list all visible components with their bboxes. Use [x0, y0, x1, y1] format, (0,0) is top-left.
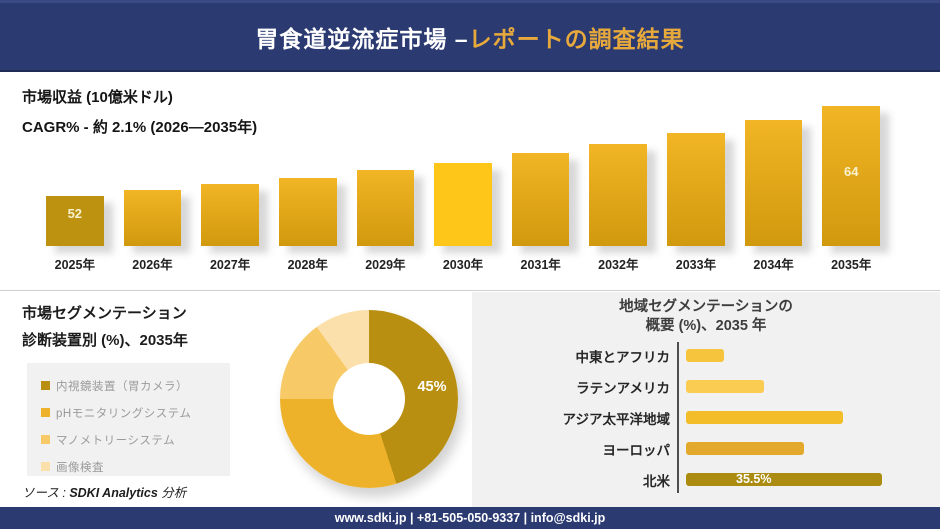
revenue-bar-column: 64 2035年 [822, 106, 881, 272]
regional-bar [686, 442, 804, 455]
revenue-bar [511, 153, 570, 246]
regional-category-label: 北米 [643, 473, 670, 489]
regional-bar: 35.5% [686, 473, 882, 486]
footer-contact: www.sdki.jp | +81-505-050-9337 | info@sd… [334, 511, 606, 525]
regional-title: 地域セグメンテーションの 概要 (%)、2035 年 [472, 298, 940, 336]
revenue-bar: 64 [822, 106, 881, 246]
segmentation-title-line1: 市場セグメンテーション [22, 305, 187, 322]
donut-legend: 内視鏡装置（胃カメラ） pHモニタリングシステム マノメトリーシステム 画像検査 [27, 363, 230, 476]
regional-bar-row: ラテンアメリカ [472, 371, 940, 402]
legend-swatch [41, 462, 50, 471]
x-axis-label: 2033年 [675, 258, 717, 272]
legend-item: pHモニタリングシステム [41, 401, 230, 424]
x-axis-label: 2035年 [831, 258, 872, 272]
bottom-row: 市場セグメンテーション 診断装置別 (%)、2035年 内視鏡装置（胃カメラ） p… [0, 292, 940, 507]
revenue-chart-title: 市場収益 (10億米ドル) [22, 89, 173, 106]
source-suffix: 分析 [161, 486, 187, 500]
revenue-bar-column: 2032年 [589, 144, 648, 272]
segmentation-title-line2: 診断装置別 (%)、2035年 [22, 332, 188, 349]
revenue-chart-section: 市場収益 (10億米ドル) CAGR% - 約 2.1% (2026―2035年… [0, 72, 940, 291]
page-title: 胃食道逆流症市場 –レポートの調査結果 [255, 20, 684, 54]
x-axis-label: 2025年 [54, 258, 95, 272]
revenue-bar-column: 2026年 [123, 190, 182, 272]
revenue-bar [434, 163, 492, 246]
page-title-main: 胃食道逆流症市場 – [255, 25, 469, 52]
header-banner: 胃食道逆流症市場 –レポートの調査結果 [0, 0, 940, 72]
revenue-bar [123, 190, 182, 246]
regional-bar-row: 中東とアフリカ [472, 340, 940, 371]
legend-item: マノメトリーシステム [41, 428, 230, 451]
revenue-bar [201, 184, 259, 246]
legend-swatch [41, 381, 50, 390]
x-axis-label: 2028年 [287, 258, 328, 272]
legend-item: 内視鏡装置（胃カメラ） [41, 374, 230, 397]
revenue-bars: 52 2025年 2026年 2027年 2028年 2029年 2030年 2031年 203… [46, 106, 881, 272]
revenue-bar: 52 [46, 196, 104, 246]
donut-slice-label: 45% [417, 379, 447, 395]
donut-ring: 45% [280, 310, 458, 488]
revenue-bar-column: 2031年 [511, 153, 570, 272]
regional-bars: 中東とアフリカ ラテンアメリカアジア太平洋地域ヨーロッパ北米 35.5% [472, 340, 940, 495]
revenue-bar [278, 178, 337, 246]
revenue-bar-column: 2027年 [201, 184, 259, 272]
source-prefix: ソース : [22, 486, 66, 500]
revenue-cagr-label: CAGR% - 約 2.1% (2026―2035年) [22, 119, 258, 136]
legend-swatch [41, 408, 50, 417]
legend-item: 画像検査 [41, 455, 230, 478]
regional-panel: 地域セグメンテーションの 概要 (%)、2035 年 中東とアフリカ ラテンアメリ… [472, 292, 940, 507]
source-note: ソース : SDKI Analytics 分析 [22, 482, 186, 501]
revenue-bar-column: 2029年 [356, 170, 415, 272]
regional-category-label: 中東とアフリカ [575, 349, 671, 365]
revenue-bar [589, 144, 648, 246]
regional-category-label: ラテンアメリカ [576, 380, 670, 396]
x-axis-label: 2026年 [132, 258, 173, 272]
regional-bar-row: ヨーロッパ [472, 433, 940, 464]
revenue-bar [356, 170, 415, 246]
regional-bar-row: 北米 35.5% [472, 464, 940, 495]
revenue-bar [667, 133, 725, 246]
regional-axis-line [677, 342, 679, 493]
x-axis-label: 2030年 [442, 258, 484, 272]
source-brand: SDKI Analytics [69, 486, 158, 500]
regional-category-label: ヨーロッパ [602, 442, 671, 458]
revenue-bar-column: 2034年 [744, 120, 803, 272]
page-title-accent: レポートの調査結果 [468, 25, 685, 52]
segmentation-panel: 市場セグメンテーション 診断装置別 (%)、2035年 内視鏡装置（胃カメラ） p… [0, 292, 470, 507]
bar-value-label: 52 [67, 206, 83, 221]
x-axis-label: 2032年 [598, 258, 639, 272]
legend-label: マノメトリーシステム [56, 434, 176, 447]
revenue-bar-column: 2030年 [434, 163, 492, 272]
regional-category-label: アジア太平洋地域 [562, 411, 670, 427]
regional-bar [686, 380, 764, 393]
regional-title-line2: 概要 (%)、2035 年 [645, 318, 767, 334]
donut-chart: 45% [280, 310, 458, 488]
legend-label: 画像検査 [56, 461, 104, 474]
regional-title-line1: 地域セグメンテーションの [619, 299, 793, 315]
segmentation-title: 市場セグメンテーション 診断装置別 (%)、2035年 [22, 300, 188, 354]
x-axis-label: 2027年 [209, 258, 251, 272]
regional-bar-value-label: 35.5% [736, 472, 772, 486]
x-axis-label: 2031年 [520, 258, 561, 272]
donut-hole [333, 363, 405, 435]
revenue-bar [744, 120, 803, 246]
legend-label: pHモニタリングシステム [56, 407, 192, 420]
x-axis-label: 2034年 [753, 258, 794, 272]
revenue-bar-column: 52 2025年 [46, 196, 104, 272]
regional-bar [686, 349, 724, 362]
footer-bar: www.sdki.jp | +81-505-050-9337 | info@sd… [0, 507, 940, 529]
legend-swatch [41, 435, 50, 444]
regional-bar-row: アジア太平洋地域 [472, 402, 940, 433]
revenue-bar-column: 2033年 [667, 133, 725, 272]
x-axis-label: 2029年 [365, 258, 406, 272]
regional-bar [686, 411, 843, 424]
revenue-bar-column: 2028年 [278, 178, 337, 272]
bar-value-label: 64 [843, 164, 859, 179]
legend-label: 内視鏡装置（胃カメラ） [56, 380, 188, 393]
